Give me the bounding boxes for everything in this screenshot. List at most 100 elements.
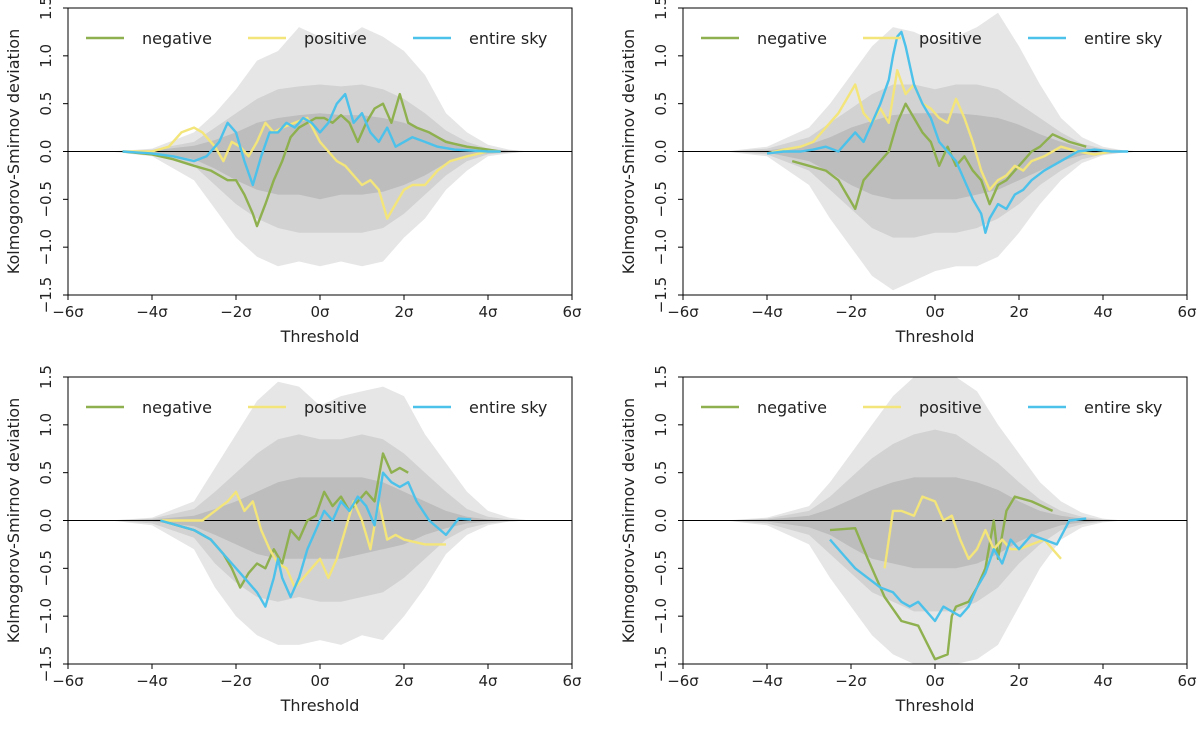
legend-label: negative: [142, 398, 212, 417]
x-tick-label: −6σ: [667, 672, 699, 690]
legend-label: positive: [304, 29, 367, 48]
y-tick-label: −1.0: [37, 229, 55, 265]
x-tick-label: 2σ: [1009, 672, 1029, 690]
legend: negative positive entire sky: [86, 29, 547, 48]
legend-label: negative: [142, 29, 212, 48]
panel-bottom-left: −6σ −4σ −2σ 0σ 2σ 4σ 6σ 1.5 1.0 0.5 0.0 −0.5 −1.0 −1.…: [4, 365, 582, 715]
panel-top-left: −6σ −4σ −2σ 0σ 2σ 4σ 6σ 1.5 1.0 0.5 0.0 −0.5 −1.0 −1.…: [4, 0, 582, 346]
x-tick-label: −6σ: [52, 303, 84, 321]
band-inner: [110, 113, 530, 200]
y-tick-label: 0.5: [37, 92, 55, 116]
legend-label: positive: [304, 398, 367, 417]
x-tick-label: 6σ: [1177, 303, 1197, 321]
y-tick-label: 0.0: [37, 509, 55, 533]
legend-label: entire sky: [469, 29, 547, 48]
legend: negative positive entire sky: [701, 29, 1162, 48]
legend: negative positive entire sky: [86, 398, 547, 417]
legend-label: negative: [757, 398, 827, 417]
y-tick-label: 0.5: [652, 461, 670, 485]
series-positive: [122, 116, 501, 220]
x-tick-label: −4σ: [751, 303, 783, 321]
series-positive: [766, 69, 1112, 191]
legend-label: negative: [757, 29, 827, 48]
x-axis-title: Threshold: [280, 327, 360, 346]
y-tick-label: 1.5: [37, 365, 55, 389]
plot-area: [68, 381, 572, 645]
x-tick-label: −2σ: [835, 672, 867, 690]
y-tick-label: −0.5: [652, 550, 670, 586]
panel-bottom-right: −6σ −4σ −2σ 0σ 2σ 4σ 6σ 1.5 1.0 0.5 0.0 −0.5 −1.0 −1.…: [619, 365, 1197, 715]
legend-label: entire sky: [1084, 398, 1162, 417]
x-axis-title: Threshold: [280, 696, 360, 715]
x-tick-label: −6σ: [667, 303, 699, 321]
legend-label: entire sky: [1084, 29, 1162, 48]
x-tick-label: −2σ: [220, 303, 252, 321]
y-axis-title: Kolmogorov-Smirnov deviation: [619, 29, 638, 274]
x-tick-label: 4σ: [478, 672, 498, 690]
y-tick-label: 1.0: [652, 413, 670, 437]
series-negative: [829, 495, 1054, 661]
band-inner: [725, 477, 1145, 569]
y-tick-label: 0.0: [37, 140, 55, 164]
x-axis-title: Threshold: [895, 696, 975, 715]
y-tick-label: −1.5: [37, 277, 55, 313]
y-tick-label: 0.0: [652, 140, 670, 164]
y-tick-label: 1.5: [37, 0, 55, 20]
y-tick-label: 1.0: [37, 413, 55, 437]
series-negative: [160, 452, 409, 589]
series-entire-sky: [122, 92, 501, 187]
plot-area: [683, 377, 1187, 664]
plot-area: [68, 27, 572, 267]
x-tick-label: −2σ: [835, 303, 867, 321]
y-tick-label: −1.0: [37, 598, 55, 634]
x-tick-label: 4σ: [478, 303, 498, 321]
y-axis-title: Kolmogorov-Smirnov deviation: [4, 398, 23, 643]
y-tick-label: 1.5: [652, 365, 670, 389]
x-axis-title: Threshold: [895, 327, 975, 346]
series-positive: [160, 490, 446, 589]
y-tick-label: −0.5: [652, 181, 670, 217]
x-tick-label: 0σ: [310, 672, 330, 690]
legend-label: positive: [919, 398, 982, 417]
y-tick-label: 0.5: [37, 461, 55, 485]
x-tick-label: 2σ: [394, 303, 414, 321]
y-axis-title: Kolmogorov-Smirnov deviation: [4, 29, 23, 274]
x-tick-label: −2σ: [220, 672, 252, 690]
y-tick-label: 1.0: [37, 44, 55, 68]
legend-label: positive: [919, 29, 982, 48]
legend-label: entire sky: [469, 398, 547, 417]
series-negative: [791, 102, 1087, 211]
series-entire-sky: [160, 471, 472, 608]
x-tick-label: 4σ: [1093, 303, 1113, 321]
series-entire-sky: [766, 30, 1129, 234]
x-tick-label: 6σ: [562, 303, 582, 321]
y-tick-label: 0.5: [652, 92, 670, 116]
plot-area: [683, 12, 1187, 291]
x-tick-label: −4σ: [751, 672, 783, 690]
panel-top-right: −6σ −4σ −2σ 0σ 2σ 4σ 6σ 1.5 1.0 0.5 0.0 −0.5 −1.0 −1.…: [619, 0, 1197, 346]
y-tick-label: −1.0: [652, 229, 670, 265]
y-tick-label: −0.5: [37, 550, 55, 586]
y-tick-label: −0.5: [37, 181, 55, 217]
x-tick-label: −6σ: [52, 672, 84, 690]
x-tick-label: −4σ: [136, 672, 168, 690]
y-tick-label: 1.0: [652, 44, 670, 68]
y-tick-label: −1.5: [652, 646, 670, 682]
y-tick-label: −1.5: [37, 646, 55, 682]
y-tick-label: 1.5: [652, 0, 670, 20]
y-tick-label: 0.0: [652, 509, 670, 533]
y-tick-label: −1.5: [652, 277, 670, 313]
legend: negative positive entire sky: [701, 398, 1162, 417]
x-tick-label: 6σ: [1177, 672, 1197, 690]
x-tick-label: 0σ: [925, 303, 945, 321]
x-tick-label: 0σ: [925, 672, 945, 690]
x-tick-label: −4σ: [136, 303, 168, 321]
x-tick-label: 2σ: [1009, 303, 1029, 321]
x-tick-label: 4σ: [1093, 672, 1113, 690]
series-negative: [122, 92, 501, 228]
y-tick-label: −1.0: [652, 598, 670, 634]
x-tick-label: 6σ: [562, 672, 582, 690]
series-entire-sky: [829, 517, 1087, 623]
y-axis-title: Kolmogorov-Smirnov deviation: [619, 398, 638, 643]
